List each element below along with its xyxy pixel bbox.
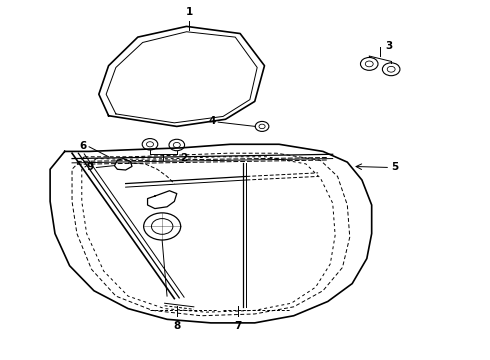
Text: 6: 6 (79, 141, 87, 151)
Text: 4: 4 (208, 116, 216, 126)
Text: 2: 2 (180, 153, 188, 163)
Text: 8: 8 (173, 321, 180, 331)
Text: 7: 7 (234, 321, 242, 331)
Text: 3: 3 (385, 41, 392, 51)
Text: 1: 1 (185, 8, 193, 18)
Text: 5: 5 (391, 162, 398, 172)
Text: 9: 9 (87, 162, 94, 172)
